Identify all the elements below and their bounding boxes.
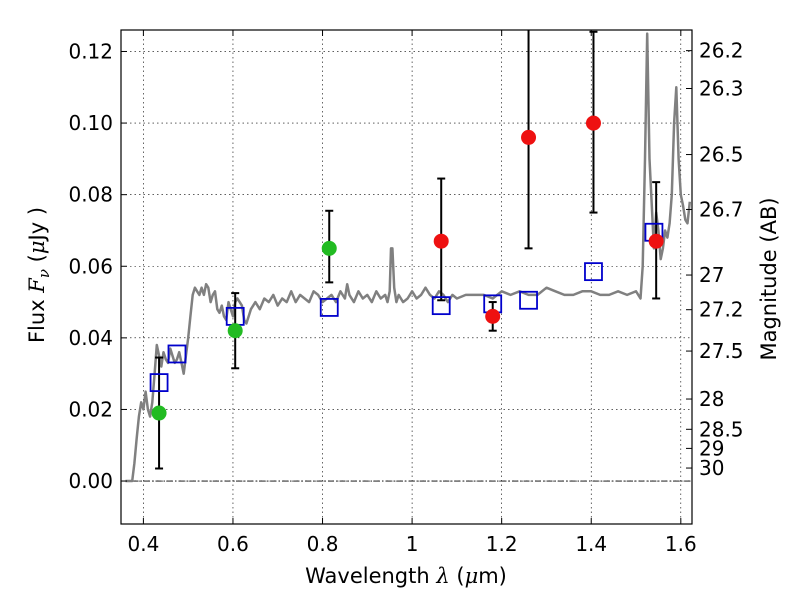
model-photometry-square: [584, 262, 603, 282]
green-measurements-point: [151, 405, 167, 421]
x-tick-label: 0.4: [127, 532, 159, 556]
magnitude-tick-label: 26.2: [699, 39, 744, 63]
red-measurements-point: [485, 308, 501, 324]
y-tick-label: 0.12: [68, 39, 113, 63]
model-photometry-square: [149, 373, 169, 393]
y-tick-label: 0.10: [68, 111, 113, 135]
y-axis-label: Flux Fν (μJy ): [25, 207, 53, 343]
magnitude-tick-label: 27: [699, 263, 724, 287]
magnitude-tick-label: 27.5: [699, 339, 744, 363]
magnitude-tick-label: 28: [699, 387, 724, 411]
magnitude-tick-label: 28.5: [699, 417, 744, 441]
x-tick-label: 1.2: [486, 532, 518, 556]
magnitude-tick-label: 27.2: [699, 298, 744, 322]
red-measurements-point: [648, 233, 664, 249]
y-axis-ticks: 0.00 0.02 0.04 0.06 0.08 0.10 0.12: [68, 39, 127, 493]
x-axis-label: Wavelength λ (μm): [305, 564, 507, 588]
model-photometry-square: [519, 290, 538, 310]
model-photometry-square: [319, 298, 339, 317]
x-axis-ticks: 0.4 0.6 0.8 1 1.2 1.4 1.6: [127, 30, 697, 556]
red-measurements-point: [433, 233, 449, 249]
y-tick-label: 0.02: [68, 397, 113, 421]
magnitude-axis-label: Magnitude (AB): [757, 197, 781, 360]
x-tick-label: 0.8: [307, 532, 339, 556]
plot-frame: [120, 29, 693, 525]
x-tick-label: 1.4: [575, 532, 607, 556]
y-tick-label: 0.06: [68, 254, 113, 278]
magnitude-tick-label: 26.7: [699, 197, 744, 221]
x-tick-label: 1: [406, 532, 419, 556]
magnitude-tick-label: 30: [699, 456, 724, 480]
red-measurements-point: [585, 115, 601, 131]
model-photometry-square: [167, 344, 187, 364]
x-tick-label: 1.6: [665, 532, 697, 556]
y-tick-label: 0.04: [68, 326, 113, 350]
magnitude-tick-label: 26.5: [699, 143, 744, 167]
red-measurements-point: [521, 129, 537, 145]
green-measurements-point: [227, 323, 243, 339]
plot-area: [125, 30, 692, 483]
model-spectrum-line: [125, 32, 692, 483]
y-tick-label: 0.00: [68, 469, 113, 493]
y-tick-label: 0.08: [68, 183, 113, 207]
model-photometry-square: [431, 296, 451, 316]
green-measurements-point: [321, 240, 337, 256]
magnitude-tick-label: 26.3: [699, 77, 744, 101]
magnitude-tick-label: 29: [699, 436, 724, 460]
x-tick-label: 0.6: [217, 532, 249, 556]
